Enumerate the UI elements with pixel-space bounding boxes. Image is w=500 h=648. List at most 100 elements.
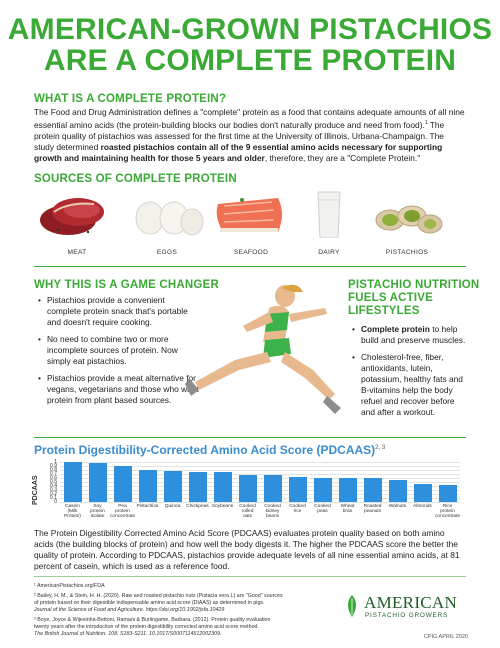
pdcaas-chart: PDCAAS 1 0.9 0.8 0.7 0.6 0.5 0.4 0.3 0.2 0.1 0 Case… <box>32 459 466 524</box>
nutrition-heading-line-1: PISTACHIO NUTRITION <box>348 279 480 291</box>
chart-gridline <box>60 486 460 487</box>
chart-bar <box>438 485 457 502</box>
chart-category-label-line: Pistachios <box>136 504 159 509</box>
source-label-dairy: DAIRY <box>318 249 340 256</box>
chart-gridline <box>60 498 460 499</box>
game-changer-item: Pistachios provide a convenient complete… <box>38 295 200 328</box>
chart-category-label-line: rolled <box>241 509 254 515</box>
chart-category-label: Pistachios <box>135 504 160 509</box>
nutrition-heading: PISTACHIO NUTRITION FUELS ACTIVE LIFESTY… <box>348 279 479 318</box>
divider-refs <box>34 576 466 577</box>
chart-category-label-line: Cooked <box>289 504 306 509</box>
chart-gridline <box>60 466 460 467</box>
chart-category-label: Cooked rice <box>285 504 310 514</box>
source-label-pistachios: PISTACHIOS <box>385 249 429 256</box>
chart-category-label-line: isolate <box>90 514 105 520</box>
american-pistachio-growers-logo: AMERICAN PISTACHIO GROWERS <box>344 592 468 622</box>
chart-category-label-line: protein <box>115 509 130 515</box>
source-label-seafood: SEAFOOD <box>233 249 269 256</box>
what-text-c: , therefore, they are a "Complete Protei… <box>264 152 421 163</box>
chart-bar <box>363 478 382 502</box>
chart-title-text: Protein Digestibility-Corrected Amino Ac… <box>34 443 376 457</box>
ref-3b: twenty years after the introduction of t… <box>34 624 259 630</box>
chart-category-label-line: Walnuts <box>388 504 407 509</box>
chart-category-label-line: Wheat <box>340 504 355 509</box>
chart-ytick-label: 0.9 <box>50 463 57 469</box>
what-text-a: The Food and Drug Administration defines… <box>34 107 465 130</box>
chart-ytick-label: 0.6 <box>50 475 57 481</box>
divider-chart <box>34 437 466 438</box>
eggs-icon <box>135 201 204 236</box>
chart-bar <box>138 469 157 502</box>
chart-ytick-label: 0.7 <box>50 471 57 477</box>
what-sup: 1 <box>424 120 428 126</box>
chart-title-sup: 2, 3 <box>375 445 386 451</box>
ref-2c: Journal of the Science of Food and Agric… <box>34 607 225 613</box>
ref-3c: The British Journal of Nutrition. 108. S… <box>34 631 222 637</box>
chart-category-label-line: peanuts <box>363 509 382 515</box>
page-title: AMERICAN-GROWN PISTACHIOS ARE A COMPLETE… <box>0 14 500 76</box>
leaf-icon <box>348 595 356 617</box>
nutrition-item-bold: Complete protein <box>361 324 430 334</box>
chart-category-label-line: kidney <box>265 509 280 515</box>
chart-category-label-line: concentrate <box>110 514 136 520</box>
ref-1: ¹ AmericanPistachios.org/FDA <box>34 583 105 589</box>
chart-category-label-line: peas <box>317 509 328 515</box>
game-changer-list: Pistachios provide a convenient complete… <box>38 295 200 412</box>
chart-category-label: Soybeans <box>210 504 235 509</box>
chart-category-label-line: protein <box>440 509 455 515</box>
chart-gridline <box>60 470 460 471</box>
chart-ylabel: PDCAAS <box>32 475 39 505</box>
chart-gridline <box>60 494 460 495</box>
chart-bar <box>388 480 407 502</box>
chart-category-label: Casein (Milk Protein) <box>60 504 85 520</box>
chart-category-label-line: Soy <box>93 504 102 509</box>
salmon-icon <box>216 198 282 232</box>
chart-category-label: Almonds <box>410 504 435 509</box>
chart-bar <box>288 477 307 502</box>
chart-bar <box>238 475 257 502</box>
chart-bar <box>163 470 182 502</box>
chart-category-label-line: Casein <box>65 504 80 509</box>
ref-2a: ² Bailey, H. M., & Stein, H. H. (2020). … <box>34 593 283 599</box>
chart-ytick-label: 0.5 <box>50 479 57 485</box>
logo-line-1: AMERICAN <box>364 593 458 612</box>
chart-category-label: Roasted peanuts <box>360 504 385 514</box>
chart-gridline <box>60 474 460 475</box>
chart-category-label-line: Rice <box>442 504 453 509</box>
footer-date: CPIG APRIL 2020 <box>423 634 468 640</box>
chart-ytick-label: 0.4 <box>50 483 57 489</box>
chart-bar <box>113 466 132 502</box>
chart-category-label-line: protein <box>90 509 105 515</box>
chart-bar <box>413 484 432 502</box>
nutrition-list: Complete protein to help build and prese… <box>352 324 470 424</box>
chart-bar <box>88 462 107 502</box>
chart-category-label: Cooked rolled oats <box>235 504 260 520</box>
title-line-1: AMERICAN-GROWN PISTACHIOS <box>7 13 493 46</box>
chart-ytick-label: 0.2 <box>50 491 57 497</box>
chart-bar <box>313 478 332 502</box>
chart-ytick-label: 0.3 <box>50 487 57 493</box>
chart-category-label-line: concentrate <box>435 514 461 520</box>
what-paragraph: The Food and Drug Administration defines… <box>34 107 466 164</box>
chart-category-label: Cooked peas <box>310 504 335 514</box>
game-changer-heading: WHY THIS IS A GAME CHANGER <box>34 279 219 291</box>
chart-category-label-line: oats <box>242 514 253 520</box>
game-changer-item: Pistachios provide a meat alternative fo… <box>38 373 200 406</box>
nutrition-heading-line-2: FUELS ACTIVE <box>348 292 434 304</box>
chart-gridline <box>60 478 460 479</box>
references: ¹ AmericanPistachios.org/FDA ² Bailey, H… <box>34 583 334 638</box>
sources-heading: SOURCES OF COMPLETE PROTEIN <box>34 173 237 185</box>
pdcaas-paragraph: The Protein Digestibility Corrected Amin… <box>34 528 460 571</box>
what-text-bold: roasted pistachios contain all of the 9 … <box>34 141 443 163</box>
nutrition-item-rest: to help build and preserve muscles. <box>361 324 466 345</box>
chart-category-label-line: Soybeans <box>211 504 234 509</box>
what-heading: WHAT IS A COMPLETE PROTEIN? <box>34 93 227 105</box>
chart-category-label: Chickpeas <box>185 504 210 509</box>
nutrition-item: Cholesterol-free, fiber, antioxidants, l… <box>352 352 470 418</box>
title-line-2: ARE A COMPLETE PROTEIN <box>43 44 457 77</box>
chart-bar <box>63 462 82 502</box>
chart-category-label: Pea protein concentrate <box>110 504 135 520</box>
chart-category-label-line: (Milk <box>67 509 78 515</box>
source-label-eggs: EGGS <box>156 249 178 256</box>
